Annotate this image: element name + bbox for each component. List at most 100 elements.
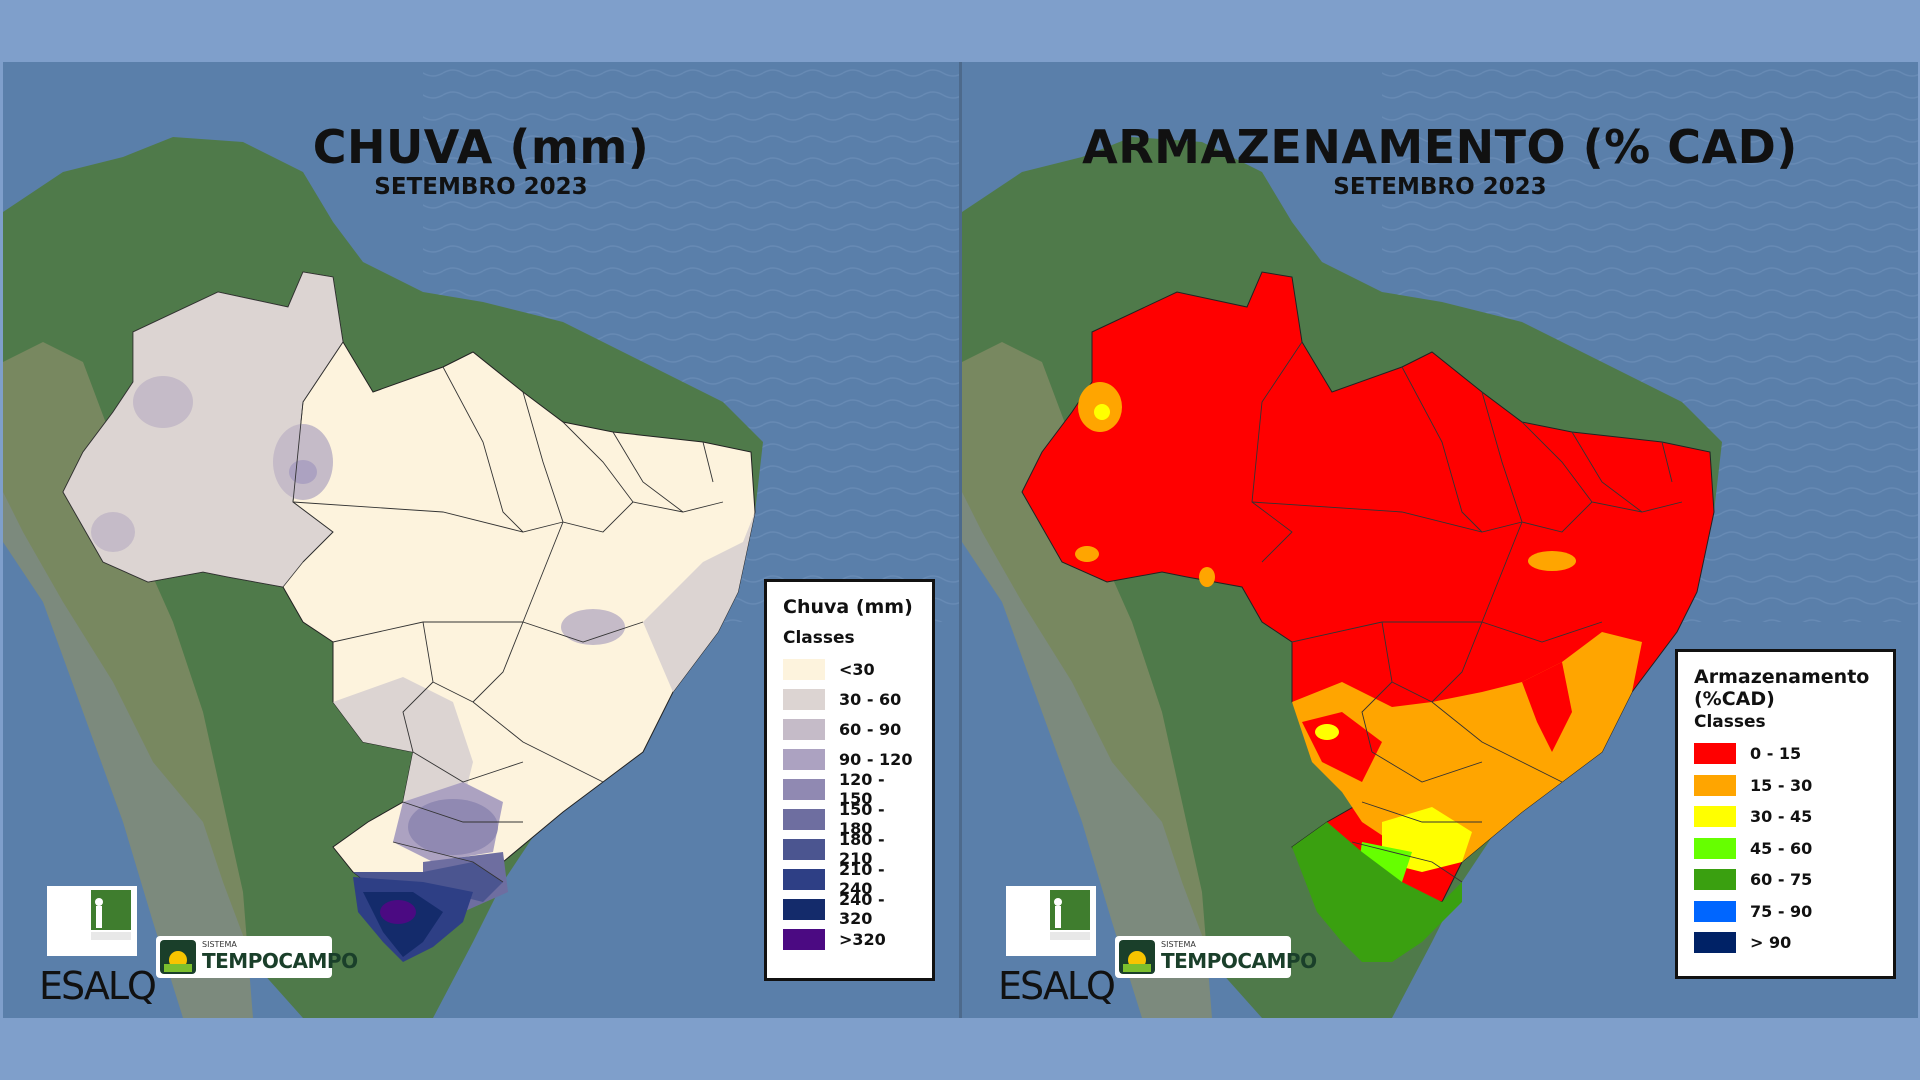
tempocampo-small-text: SISTEMA <box>1161 940 1196 949</box>
zone-30-60-east <box>643 512 755 692</box>
tempocampo-wordmark: TEMPOCAMPO <box>202 949 358 973</box>
legend-swatch <box>1694 743 1736 765</box>
tempocampo-logo: SISTEMA TEMPOCAMPO <box>1115 936 1317 978</box>
andes-relief <box>962 342 1212 1018</box>
legend-item: >320 <box>783 924 916 954</box>
legend-title: Armazenamento (%CAD) <box>1694 666 1870 710</box>
state-borders <box>292 341 724 883</box>
esalq-wordmark: ESALQ <box>998 964 1116 1008</box>
legend-item: > 90 <box>1694 927 1877 959</box>
tempocampo-small-text: SISTEMA <box>202 940 237 949</box>
legend-classes-label: Classes <box>1694 712 1766 732</box>
storage-legend: Armazenamento (%CAD) Classes 0 - 15 15 - … <box>1675 649 1896 979</box>
legend-label: <30 <box>839 659 875 679</box>
zone-30-45-nw <box>1094 404 1110 420</box>
rainfall-map <box>3 62 959 1018</box>
legend-item: <30 <box>783 654 916 684</box>
legend-swatch <box>783 868 825 890</box>
zone-60-90-west <box>91 512 135 552</box>
legend-item: 60 - 75 <box>1694 864 1877 896</box>
legend-swatch <box>783 688 825 710</box>
soil-storage-map <box>962 62 1918 1018</box>
legend-label: 180 - 210 <box>839 830 885 868</box>
legend-swatch <box>1694 900 1736 922</box>
zone-15-30-ne <box>1528 551 1576 571</box>
legend-swatch <box>1694 806 1736 828</box>
panel-divider <box>959 62 962 1018</box>
zone-over-320 <box>380 900 416 924</box>
legend-item: 15 - 30 <box>1694 770 1877 802</box>
page-subtitle: SETEMBRO 2023 <box>374 174 588 200</box>
legend-label: 0 - 15 <box>1750 744 1802 764</box>
legend-classes-label: Classes <box>783 628 855 648</box>
zone-120-150 <box>408 799 498 855</box>
zone-15-30-spot <box>1199 567 1215 587</box>
legend-item: 0 - 15 <box>1694 738 1877 770</box>
tempocampo-sun-icon <box>1119 940 1155 974</box>
legend-label: 210 - 240 <box>839 860 885 898</box>
zone-30-45-sw <box>1315 724 1339 740</box>
page-title: CHUVA (mm) <box>312 120 650 174</box>
legend-label: 60 - 90 <box>839 719 902 739</box>
zone-30-60-west <box>62 271 344 588</box>
legend-label: 60 - 75 <box>1750 870 1813 890</box>
legend-swatch <box>783 898 825 920</box>
legend-title: Chuva (mm) <box>783 596 913 618</box>
zone-0-15-inner-south <box>1522 662 1572 752</box>
zone-30-60-south <box>333 677 473 822</box>
legend-swatch <box>783 838 825 860</box>
legend-label: 15 - 30 <box>1750 775 1813 795</box>
legend-item: 75 - 90 <box>1694 896 1877 928</box>
legend-label: 150 - 180 <box>839 800 885 838</box>
zone-60-90-east <box>561 609 625 645</box>
zone-15-30-west <box>1075 546 1099 562</box>
legend-item: 45 - 60 <box>1694 833 1877 865</box>
legend-label: 30 - 60 <box>839 689 902 709</box>
tempocampo-wordmark: TEMPOCAMPO <box>1161 949 1317 973</box>
legend-item: 120 - 150 <box>783 770 916 808</box>
legend-item: 90 - 120 <box>783 744 916 774</box>
legend-swatch <box>1694 774 1736 796</box>
legend-swatch <box>783 808 825 830</box>
legend-item: 180 - 210 <box>783 830 916 868</box>
legend-item: 210 - 240 <box>783 860 916 898</box>
esalq-crest-icon <box>1006 886 1096 956</box>
esalq-logo: ESALQ <box>998 886 1116 1008</box>
legend-swatch <box>1694 869 1736 891</box>
legend-swatch <box>783 748 825 770</box>
tempocampo-logo: SISTEMA TEMPOCAMPO <box>156 936 358 978</box>
legend-label: 75 - 90 <box>1750 901 1813 921</box>
esalq-wordmark: ESALQ <box>39 964 157 1008</box>
legend-label: 240 - 320 <box>839 890 885 928</box>
legend-item: 30 - 60 <box>783 684 916 714</box>
state-borders <box>1251 341 1683 883</box>
legend-item: 30 - 45 <box>1694 801 1877 833</box>
legend-item: 60 - 90 <box>783 714 916 744</box>
legend-label: 30 - 45 <box>1750 807 1813 827</box>
soil-storage-map-panel: ARMAZENAMENTO (% CAD) SETEMBRO 2023 Arma… <box>962 62 1918 1018</box>
legend-swatch <box>783 928 825 950</box>
legend-label: > 90 <box>1750 933 1792 953</box>
rainfall-legend: Chuva (mm) Classes <30 30 - 60 60 - 90 90 -… <box>764 579 935 981</box>
legend-label: 120 - 150 <box>839 770 885 808</box>
tempocampo-sun-icon <box>160 940 196 974</box>
legend-swatch <box>783 658 825 680</box>
legend-label: 90 - 120 <box>839 749 913 769</box>
legend-item: 150 - 180 <box>783 800 916 838</box>
esalq-logo: ESALQ <box>39 886 157 1008</box>
andes-relief <box>3 342 253 1018</box>
legend-swatch <box>1694 837 1736 859</box>
zone-90-120-spot <box>289 460 317 484</box>
legend-label: 45 - 60 <box>1750 838 1813 858</box>
legend-label: >320 <box>839 929 886 949</box>
page-subtitle: SETEMBRO 2023 <box>1333 174 1547 200</box>
zone-60-75 <box>1292 822 1462 962</box>
legend-swatch <box>1694 932 1736 954</box>
legend-swatch <box>783 778 825 800</box>
page-title: ARMAZENAMENTO (% CAD) <box>1082 120 1798 174</box>
zone-60-90-nw <box>133 376 193 428</box>
legend-item: 240 - 320 <box>783 890 916 928</box>
rainfall-map-panel: CHUVA (mm) SETEMBRO 2023 Chuva (mm) Clas… <box>3 62 959 1018</box>
legend-swatch <box>783 718 825 740</box>
esalq-crest-icon <box>47 886 137 956</box>
